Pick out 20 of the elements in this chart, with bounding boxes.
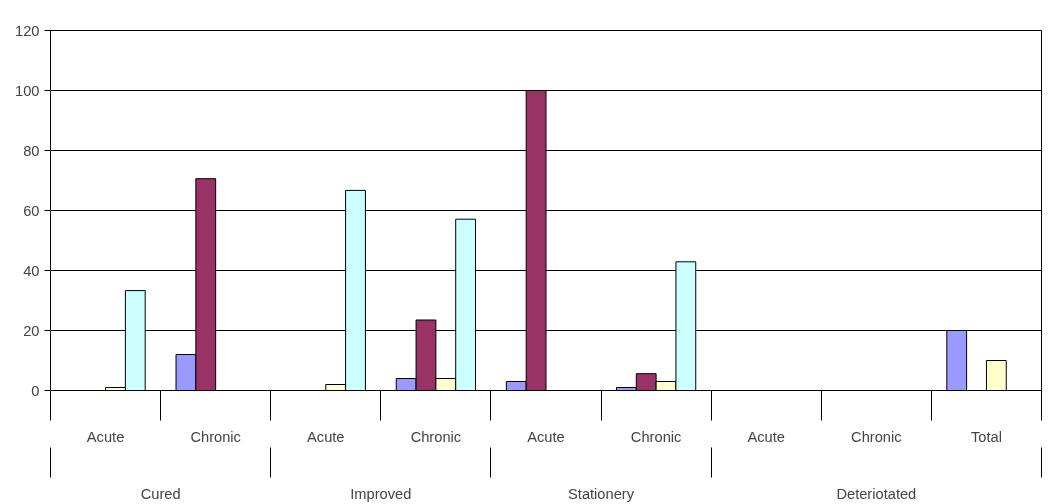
x-tick-label: Acute: [527, 428, 565, 445]
y-tick-label: 0: [31, 382, 40, 399]
text: Improved: [350, 485, 412, 502]
y-tick-label: 100: [15, 82, 40, 99]
x-tick-label: Acute: [747, 428, 785, 445]
x-tick-label: Total: [970, 428, 1002, 445]
x-tick-label: Acute: [86, 428, 125, 445]
x-tick-label: Acute: [307, 428, 345, 445]
text: Cured: [140, 485, 181, 502]
text: Deteriotated: [836, 485, 917, 502]
x-tick-label: Chronic: [851, 428, 902, 445]
y-tick-label: 40: [23, 262, 40, 279]
text: Stationery: [568, 485, 635, 502]
y-tick-label: 80: [23, 142, 40, 159]
x-tick-label: Chronic: [190, 428, 241, 445]
x-tick-label: Chronic: [410, 428, 462, 445]
x-tick-label: Chronic: [630, 428, 682, 445]
y-tick-label: 60: [23, 202, 40, 219]
y-tick-label: 20: [23, 322, 40, 339]
y-tick-label: 120: [15, 22, 40, 39]
